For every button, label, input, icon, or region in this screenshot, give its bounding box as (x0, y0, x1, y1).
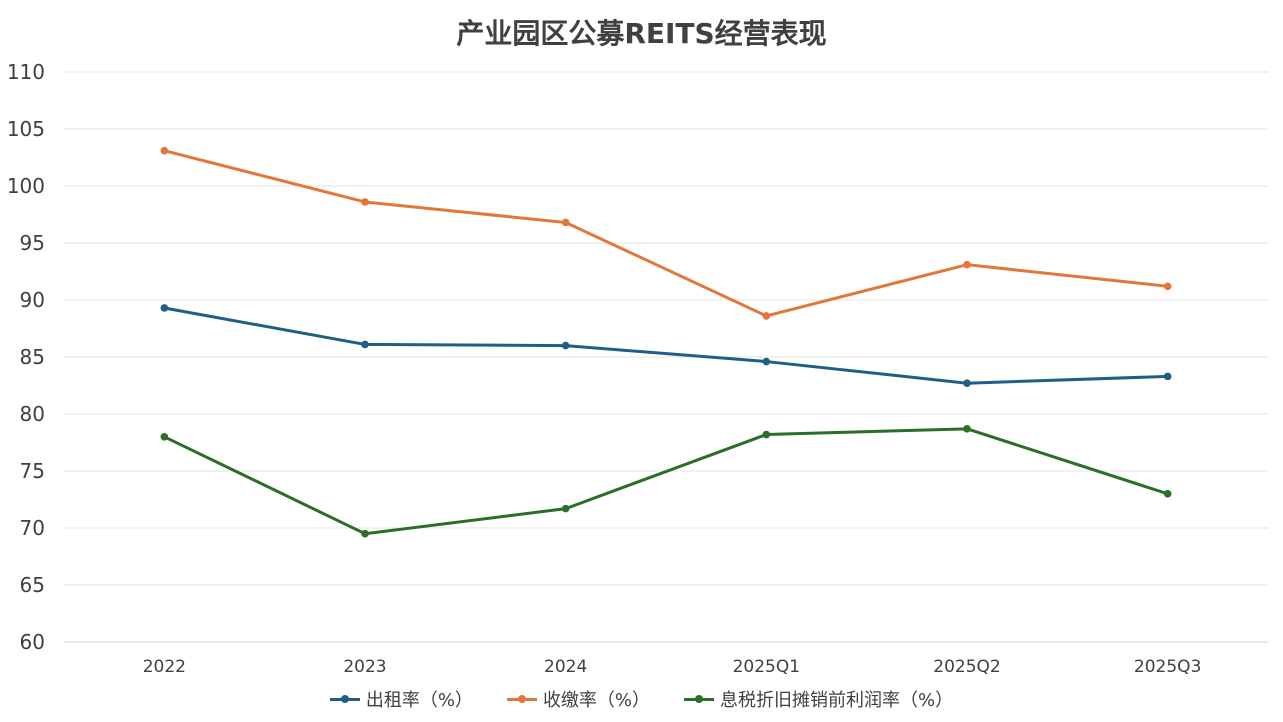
x-tick-label: 2025Q1 (733, 657, 800, 677)
series-line-1 (163, 149, 1168, 318)
legend-label: 出租率（%） (365, 690, 473, 711)
data-point (561, 218, 570, 227)
legend-swatch (329, 694, 360, 704)
data-point (160, 146, 169, 155)
data-point (1163, 490, 1172, 498)
data-point (762, 312, 771, 320)
chart-title: 产业园区公募REITS经营表现 (456, 17, 827, 50)
data-point (361, 198, 369, 206)
x-tick-label: 2025Q2 (933, 657, 1000, 677)
y-tick-label: 100 (7, 174, 45, 198)
y-tick-label: 80 (20, 402, 45, 426)
data-point (963, 260, 971, 269)
legend-label: 息税折旧摊销前利润率（%） (720, 690, 954, 711)
x-tick-label: 2023 (343, 657, 386, 677)
data-point (1163, 282, 1172, 291)
y-tick-label: 65 (20, 573, 45, 597)
chart-legend: 出租率（%） 收缴率（%） 息税折旧摊销前利润率（%） (0, 686, 1283, 712)
y-tick-label: 105 (7, 117, 45, 141)
series-line-2 (163, 427, 1169, 536)
data-point (160, 304, 169, 312)
series-line-0 (164, 306, 1168, 385)
legend-swatch (684, 694, 715, 704)
legend-label: 收缴率（%） (542, 690, 651, 711)
data-point (762, 430, 771, 439)
x-tick-label: 2024 (544, 657, 587, 677)
data-point (561, 504, 570, 513)
y-tick-label: 70 (20, 516, 45, 540)
data-point (361, 340, 369, 349)
data-point (160, 433, 169, 441)
y-tick-label: 60 (20, 630, 45, 654)
x-tick-label: 2022 (143, 657, 186, 677)
data-point (963, 425, 971, 433)
legend-item-2: 息税折旧摊销前利润率（%） (684, 686, 953, 712)
legend-item-1: 收缴率（%） (506, 686, 651, 712)
legend-swatch (506, 694, 537, 704)
y-tick-label: 75 (20, 459, 45, 483)
y-tick-label: 85 (20, 345, 45, 369)
y-tick-label: 90 (20, 288, 45, 312)
legend-item-0: 出租率（%） (329, 686, 473, 712)
y-tick-label: 110 (7, 60, 45, 84)
data-point (1163, 372, 1172, 381)
data-point (361, 529, 369, 538)
data-point (561, 341, 570, 350)
data-point (762, 357, 771, 366)
y-tick-label: 95 (20, 231, 45, 255)
x-tick-label: 2025Q3 (1134, 657, 1201, 677)
data-point (963, 379, 971, 388)
